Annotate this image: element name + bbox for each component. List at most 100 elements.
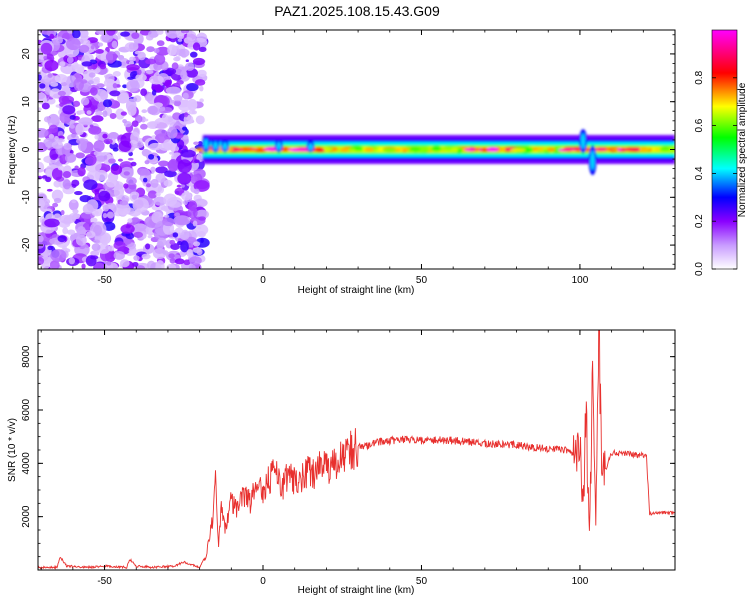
spectrogram-noise-blob bbox=[38, 107, 42, 111]
spectrogram-noise-blob bbox=[140, 123, 148, 130]
spectrogram-noise-blob bbox=[153, 53, 166, 66]
spectrogram-noise-blob bbox=[120, 111, 127, 116]
spectrogram-noise-blob bbox=[109, 90, 121, 97]
spectrogram-noise-blob bbox=[61, 95, 75, 104]
spectrogram-noise-blob bbox=[126, 79, 140, 92]
spectrogram-noise-blob bbox=[159, 142, 173, 151]
spectrogram-noise-blob bbox=[113, 184, 125, 200]
spectrogram-noise-blob bbox=[155, 173, 166, 183]
spectrogram-noise-blob bbox=[60, 81, 68, 87]
spectrogram-noise-blob bbox=[133, 255, 140, 261]
spectrogram-noise-blob bbox=[73, 78, 84, 92]
spectrogram-noise-blob bbox=[46, 188, 53, 192]
spectrogram-noise-blob bbox=[179, 234, 189, 240]
spectrogram-noise-blob bbox=[194, 79, 206, 86]
spectrogram-noise-blob bbox=[167, 126, 178, 139]
spectrogram-noise-blob bbox=[127, 76, 135, 80]
spectrogram-noise-blob bbox=[94, 134, 99, 140]
spectrogram-noise-blob bbox=[155, 46, 170, 56]
colorbar-tick-label: 0.0 bbox=[694, 262, 705, 276]
spectrogram-x-tick-label: 0 bbox=[260, 275, 266, 286]
spectrogram-noise-blob bbox=[153, 196, 167, 206]
colorbar-ticks: 0.0 0.2 0.4 0.6 0.8 bbox=[694, 70, 737, 276]
spectrogram-noise-blob bbox=[68, 199, 79, 211]
spectrogram-noise-blob bbox=[169, 239, 176, 245]
spectrogram-noise-blob bbox=[135, 265, 146, 269]
spectrogram-y-tick-label: 20 bbox=[21, 48, 32, 60]
spectrogram-noise-blob bbox=[88, 72, 96, 78]
colorbar-gradient bbox=[711, 29, 738, 270]
spectrogram-noise-blob bbox=[95, 110, 103, 117]
spectrogram-noise-blob bbox=[131, 120, 139, 128]
spectrogram-noise-blob bbox=[78, 117, 93, 126]
spectrogram-noise-blob bbox=[147, 105, 158, 115]
spectrogram-noise-blob bbox=[136, 69, 142, 76]
spectrogram-noise-blob bbox=[38, 199, 46, 209]
spectrogram-noise-blob bbox=[132, 197, 149, 213]
spectrogram-noise-blob bbox=[120, 31, 131, 37]
spectrogram-noise-blob bbox=[105, 177, 117, 188]
snr-x-ticks: -50 0 50 100 bbox=[40, 330, 676, 587]
colorbar: 0.0 0.2 0.4 0.6 0.8 Normalized spectral ampl… bbox=[694, 29, 748, 276]
spectrogram-noise-blob bbox=[50, 81, 59, 87]
spectrogram-noise-blob bbox=[71, 199, 77, 204]
spectrogram-noise-blob bbox=[142, 177, 148, 183]
spectrogram-noise-blob bbox=[145, 69, 154, 75]
spectrogram-noise-blob bbox=[183, 259, 191, 266]
spectrogram-noise-blob bbox=[59, 61, 66, 67]
spectrogram-noise-blob bbox=[49, 88, 62, 99]
spectrogram-band-hotspot bbox=[481, 147, 489, 153]
spectrogram-noise-blob bbox=[75, 138, 89, 145]
spectrogram-noise-blob bbox=[121, 61, 126, 66]
spectrogram-noise-blob bbox=[95, 49, 104, 54]
spectrogram-noise-blob bbox=[90, 44, 95, 50]
spectrogram-noise-blob bbox=[102, 205, 110, 212]
spectrogram-noise-blob bbox=[112, 71, 121, 77]
spectrogram-noise-blob bbox=[181, 191, 192, 201]
spectrogram-noise-blob bbox=[163, 179, 173, 187]
spectrogram-noise-blob bbox=[197, 69, 207, 78]
spectrogram-band-excursion-core bbox=[222, 142, 228, 150]
spectrogram-noise-blob bbox=[125, 232, 135, 240]
spectrogram-noise-blob bbox=[148, 153, 155, 160]
spectrogram-noise-blob bbox=[188, 200, 198, 211]
snr-x-tick-label: 0 bbox=[260, 576, 266, 587]
spectrogram-noise-blob bbox=[141, 148, 150, 157]
spectrogram-noise-blob bbox=[72, 209, 79, 214]
snr-y-tick-label: 2000 bbox=[21, 505, 32, 528]
spectrogram-band-hotspot bbox=[595, 147, 606, 152]
colorbar-tick-label: 0.2 bbox=[694, 214, 705, 228]
spectrogram-noise-blob bbox=[155, 192, 161, 197]
spectrogram-band-hotspot bbox=[331, 147, 338, 152]
spectrogram-noise-blob bbox=[55, 36, 64, 44]
spectrogram-noise-blob bbox=[157, 237, 167, 247]
spectrogram-noise-blob bbox=[102, 213, 108, 219]
spectrogram-noise-blob bbox=[84, 157, 95, 166]
spectrogram-noise-blob bbox=[45, 169, 53, 177]
spectrogram-noise-blob bbox=[85, 230, 96, 239]
spectrogram-noise-blob bbox=[94, 169, 108, 181]
spectrogram-noise-blob bbox=[52, 202, 59, 208]
spectrogram-noise-blob bbox=[38, 91, 47, 103]
snr-y-tick-label: 8000 bbox=[21, 345, 32, 368]
spectrogram-noise-blob bbox=[66, 56, 74, 64]
spectrogram-noise-blob bbox=[93, 76, 100, 82]
spectrogram-noise-blob bbox=[184, 112, 189, 118]
spectrogram-y-tick-label: 0 bbox=[21, 146, 32, 152]
spectrogram-band-excursion-core bbox=[213, 141, 218, 150]
spectrogram-noise-blob bbox=[130, 217, 141, 225]
spectrogram-noise-blob bbox=[62, 245, 67, 252]
spectrogram-band-hotspot bbox=[464, 148, 474, 152]
spectrogram-noise-blob bbox=[111, 40, 118, 49]
spectrogram-noise-blob bbox=[173, 215, 191, 226]
spectrogram-noise-blob bbox=[148, 142, 163, 151]
spectrogram-noise-blob bbox=[118, 92, 130, 104]
spectrogram-noise-blob bbox=[180, 183, 185, 188]
spectrogram-noise-blob bbox=[57, 90, 66, 96]
spectrogram-noise-blob bbox=[97, 243, 111, 254]
snr-series-line bbox=[38, 330, 675, 570]
spectrogram-noise-blob bbox=[189, 51, 198, 58]
spectrogram-noise-blob bbox=[41, 175, 48, 179]
spectrogram-noise-blob bbox=[48, 134, 55, 140]
